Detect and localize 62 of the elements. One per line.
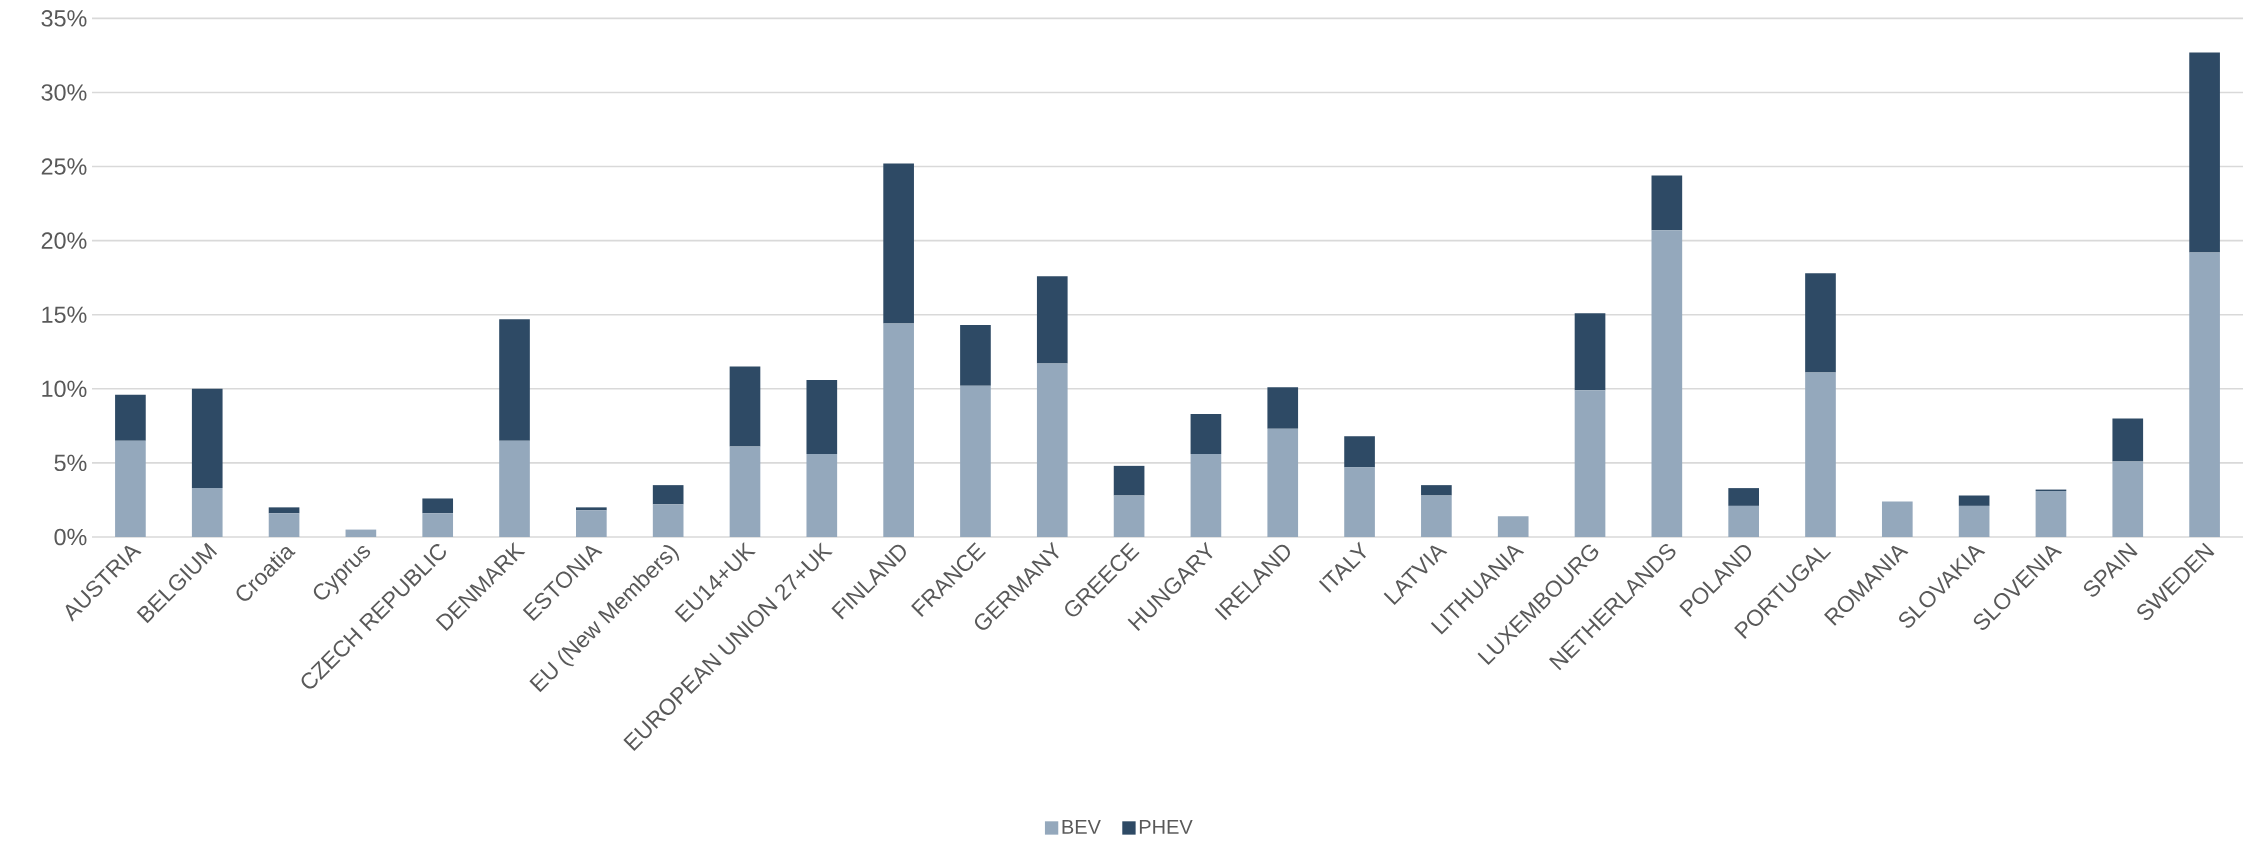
- bar: [576, 507, 607, 511]
- bar: [268, 513, 300, 537]
- y-tick-label: 35%: [41, 10, 87, 27]
- bar: [115, 394, 146, 441]
- bar: [1190, 414, 1222, 455]
- bar: [806, 454, 838, 537]
- bar: [1344, 467, 1375, 537]
- y-tick-label: 25%: [41, 158, 87, 175]
- bar: [883, 323, 914, 537]
- bar: [1651, 230, 1683, 537]
- bar: [729, 446, 761, 537]
- bar: [422, 498, 454, 514]
- bar: [1421, 485, 1452, 496]
- bar: [191, 488, 223, 537]
- bar: [2189, 252, 2220, 537]
- bar: [883, 163, 914, 324]
- bar: [1344, 436, 1375, 468]
- bar: [345, 529, 377, 537]
- bar: [422, 513, 454, 537]
- bar: [1651, 175, 1683, 231]
- bar: [1113, 465, 1145, 496]
- bar: [115, 440, 146, 537]
- bar: [268, 507, 300, 514]
- bar: [1728, 505, 1759, 537]
- bar: [1728, 488, 1759, 506]
- bar: [652, 485, 684, 505]
- bar: [2112, 461, 2144, 537]
- bar: [2189, 52, 2220, 253]
- y-tick-label: 20%: [41, 232, 87, 249]
- bar: [1958, 495, 1990, 506]
- y-tick-label: 30%: [41, 84, 87, 101]
- legend-label: PHEV: [1139, 820, 1193, 834]
- bar: [1497, 516, 1529, 537]
- bar: [191, 388, 223, 489]
- y-tick-label: 15%: [42, 306, 87, 323]
- bar: [652, 504, 684, 537]
- bar: [1267, 428, 1299, 537]
- bar: [960, 385, 991, 537]
- bar: [2035, 491, 2067, 537]
- bar: [1036, 276, 1068, 364]
- bar: [960, 325, 991, 386]
- bar: [2112, 418, 2144, 462]
- bar: [1881, 501, 1913, 537]
- bar: [1113, 495, 1145, 537]
- bar: [499, 440, 530, 537]
- bar: [1574, 390, 1606, 537]
- bar: [1190, 454, 1222, 537]
- legend-label: BEV: [1062, 820, 1101, 834]
- y-tick-label: 10%: [42, 380, 87, 398]
- bar: [1267, 387, 1299, 429]
- bar: [1958, 505, 1990, 537]
- bar: [576, 510, 607, 537]
- y-tick-label: 0%: [54, 528, 87, 546]
- bar: [1574, 313, 1606, 391]
- bar: [1805, 372, 1836, 537]
- bar: [806, 379, 838, 455]
- bar: [1421, 495, 1452, 537]
- bar: [499, 319, 530, 441]
- bar: [1805, 273, 1836, 373]
- y-tick-label: 5%: [54, 454, 87, 472]
- bar: [729, 366, 761, 447]
- bar: [1036, 363, 1068, 537]
